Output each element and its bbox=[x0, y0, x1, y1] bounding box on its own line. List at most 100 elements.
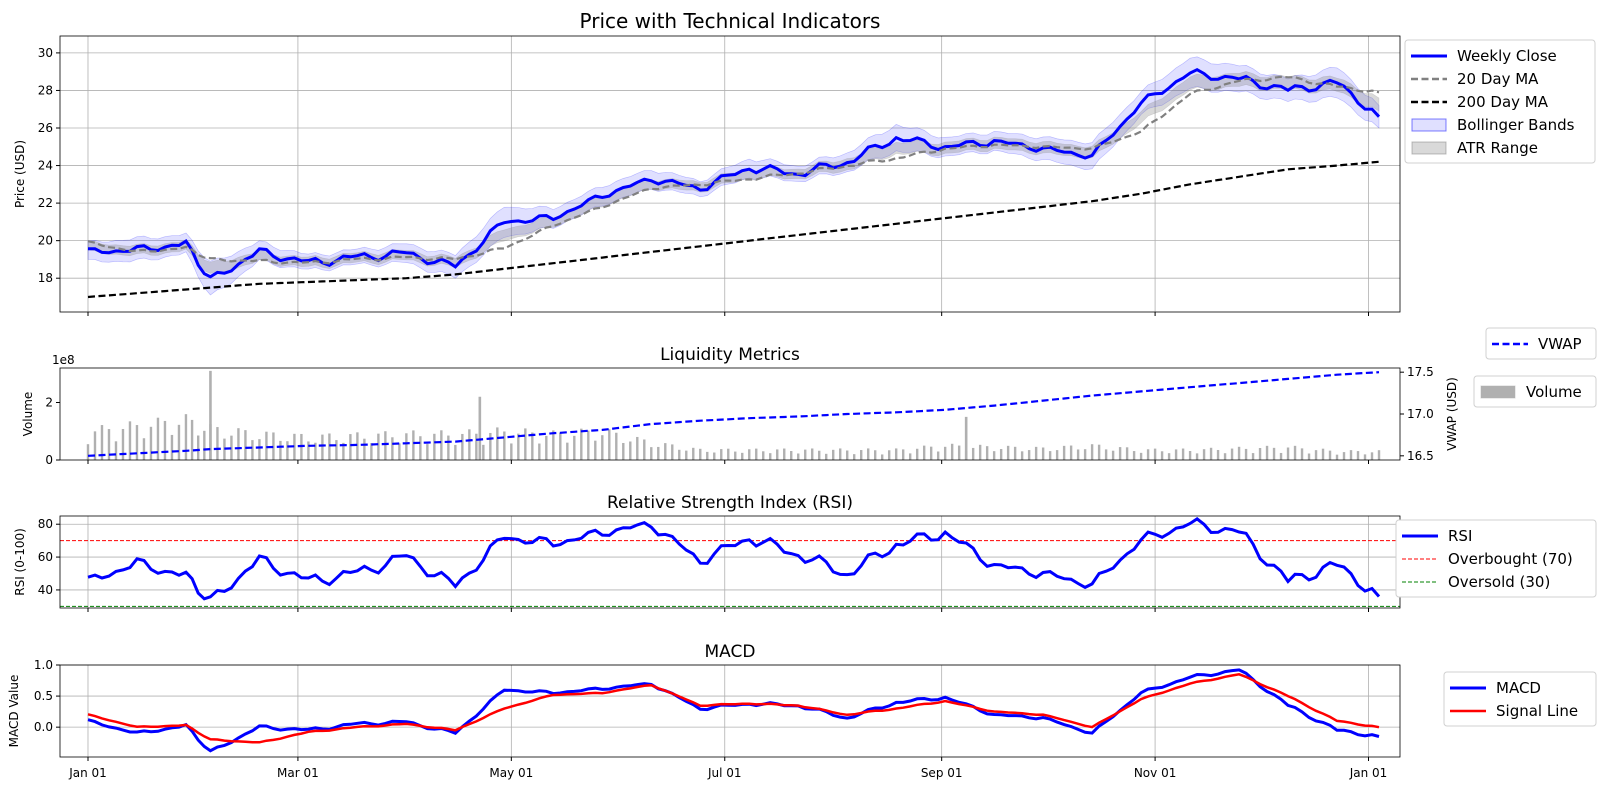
volume-bar bbox=[314, 442, 317, 460]
volume-bar bbox=[699, 448, 702, 460]
y-tick-label: 24 bbox=[38, 159, 53, 173]
volume-bar bbox=[601, 435, 604, 460]
volume-bar bbox=[720, 449, 723, 460]
x-tick-label: Nov 01 bbox=[1134, 766, 1177, 780]
volume-bar bbox=[1223, 453, 1227, 460]
legend-label: Overbought (70) bbox=[1448, 550, 1573, 568]
volume-bar bbox=[1048, 451, 1052, 460]
y-tick-label: 80 bbox=[38, 517, 53, 531]
volume-bar bbox=[156, 417, 160, 460]
y2-tick-label: 17.5 bbox=[1407, 365, 1434, 379]
volume-bar bbox=[971, 447, 975, 460]
volume-bar bbox=[419, 436, 422, 460]
y-tick-label: 30 bbox=[38, 46, 53, 60]
volume-bar bbox=[964, 416, 968, 460]
volume-bar bbox=[328, 433, 331, 460]
volume-bar bbox=[86, 444, 90, 460]
rsi-line bbox=[87, 517, 1381, 601]
price-panel: 18 20 22 24 26 28 30 Price with Technical Indic… bbox=[13, 9, 1596, 316]
liquidity-panel: 0 2 16.5 17.0 17.5 1e8 Liquidity Metrics Volume… bbox=[21, 327, 1597, 467]
legend-label: Oversold (30) bbox=[1448, 573, 1550, 591]
y-tick-label: 2 bbox=[45, 396, 53, 410]
volume-bar bbox=[1146, 449, 1150, 460]
volume-bar bbox=[356, 432, 359, 460]
volume-bar bbox=[190, 419, 194, 460]
legend-box bbox=[1404, 39, 1596, 164]
vwap-line bbox=[87, 371, 1380, 457]
volume-bar bbox=[1272, 447, 1276, 460]
volume-bar bbox=[1118, 447, 1122, 460]
panel-title: MACD bbox=[705, 642, 756, 662]
volume-bar bbox=[433, 433, 436, 460]
volume-bar bbox=[258, 439, 261, 460]
volume-bar bbox=[1307, 453, 1311, 460]
volume-bar bbox=[957, 445, 961, 460]
volume-bar bbox=[860, 450, 863, 460]
volume-bar bbox=[1069, 445, 1073, 460]
volume-bar bbox=[1041, 447, 1045, 460]
offset-text: 1e8 bbox=[52, 353, 75, 367]
volume-bar bbox=[1174, 449, 1178, 460]
volume-bar bbox=[755, 448, 758, 460]
volume-bar bbox=[922, 445, 926, 460]
legend-label: 200 Day MA bbox=[1457, 93, 1549, 111]
volume-bar bbox=[734, 451, 737, 460]
volume-bar bbox=[1342, 452, 1346, 460]
volume-bar bbox=[1104, 449, 1108, 460]
ma200-line bbox=[87, 160, 1380, 299]
volume-bar bbox=[517, 433, 520, 460]
volume-bar bbox=[790, 451, 793, 460]
volume-bar bbox=[783, 448, 786, 460]
volume-bar bbox=[615, 432, 618, 460]
legend-label: Volume bbox=[1526, 383, 1582, 401]
volume-bar bbox=[999, 449, 1003, 460]
volume-bar bbox=[1097, 444, 1101, 460]
volume-bar bbox=[489, 432, 492, 460]
legend-label: Weekly Close bbox=[1457, 47, 1557, 65]
volume-bar bbox=[163, 420, 167, 460]
legend-label: Signal Line bbox=[1496, 702, 1578, 720]
axes-frame bbox=[59, 664, 1401, 758]
volume-bar bbox=[832, 449, 835, 460]
volume-bar bbox=[594, 440, 597, 460]
legend-box bbox=[1473, 375, 1597, 408]
volume-bar bbox=[811, 448, 814, 460]
volume-bar bbox=[804, 449, 807, 460]
volume-bar bbox=[1062, 445, 1066, 460]
volume-bar bbox=[426, 444, 429, 460]
volume-bar bbox=[908, 453, 912, 460]
legend-swatch bbox=[1411, 118, 1447, 132]
volume-bar bbox=[685, 450, 688, 460]
volume-bar bbox=[1328, 450, 1332, 460]
x-tick-label: Mar 01 bbox=[277, 766, 319, 780]
volume-bar bbox=[265, 431, 268, 460]
legend-box bbox=[1443, 671, 1597, 727]
volume-bar bbox=[1251, 453, 1255, 460]
volume-bar bbox=[1160, 451, 1164, 460]
volume-bar bbox=[1279, 452, 1283, 460]
y-tick-label: 26 bbox=[38, 121, 53, 135]
volume-bar bbox=[873, 450, 877, 460]
volume-bar bbox=[887, 450, 891, 460]
x-tick-label: May 01 bbox=[489, 766, 533, 780]
volume-bar bbox=[622, 442, 625, 460]
x-tick-label: Sep 01 bbox=[921, 766, 963, 780]
volume-bar bbox=[342, 442, 345, 460]
legend-swatch bbox=[1480, 385, 1516, 399]
volume-bar bbox=[915, 448, 919, 460]
volume-bar bbox=[272, 432, 275, 460]
legend-label: ATR Range bbox=[1457, 139, 1538, 157]
volume-bar bbox=[1370, 452, 1374, 460]
volume-bar bbox=[566, 442, 569, 460]
legend-label: 20 Day MA bbox=[1457, 70, 1539, 88]
volume-bar bbox=[524, 428, 527, 460]
volume-bar bbox=[496, 427, 499, 460]
y-tick-label: 22 bbox=[38, 196, 53, 210]
volume-bar bbox=[412, 430, 415, 460]
volume-bar bbox=[114, 441, 118, 460]
volume-bar bbox=[307, 441, 310, 460]
volume-bar bbox=[1006, 445, 1010, 460]
volume-bar bbox=[1321, 448, 1325, 460]
y-axis-label: RSI (0-100) bbox=[13, 528, 27, 596]
volume-bar bbox=[1209, 447, 1213, 460]
